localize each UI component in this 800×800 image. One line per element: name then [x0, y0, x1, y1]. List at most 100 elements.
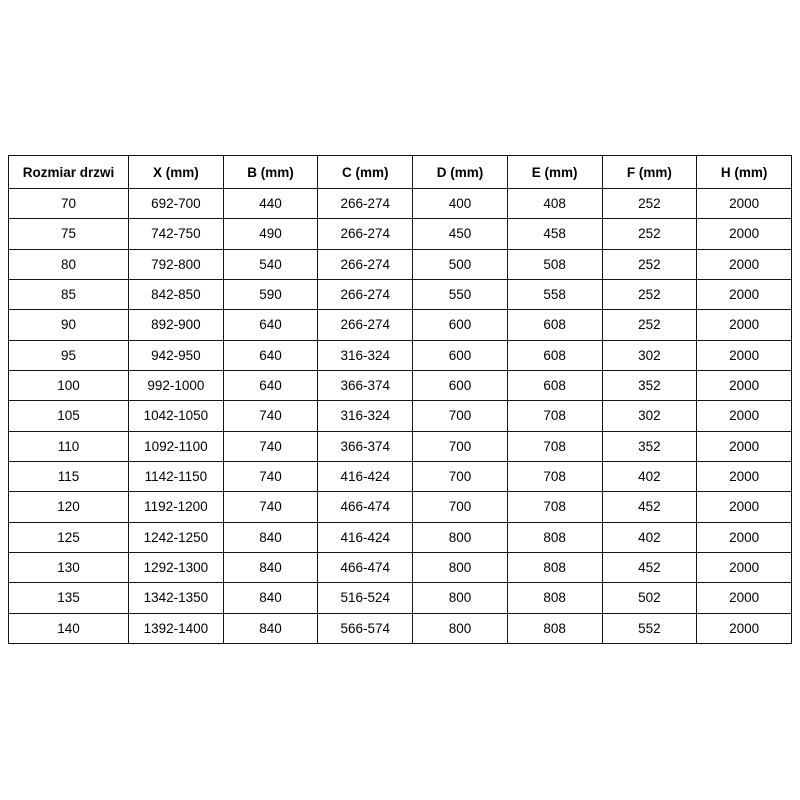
table-cell: 2000 [696, 612, 792, 644]
table-cell: 452 [601, 491, 698, 523]
table-body: 70 692-700 440 266-274 400 408 252 2000 75 742-75… [8, 187, 792, 644]
table-cell: 450 [412, 218, 508, 250]
table-cell: 508 [506, 248, 603, 280]
table-cell: 1192-1200 [128, 491, 224, 523]
table-cell: 892-900 [128, 309, 224, 341]
table-cell: 90 [8, 309, 129, 341]
table-cell: 105 [8, 400, 129, 432]
table-cell: 302 [601, 400, 698, 432]
table-cell: 942-950 [128, 339, 224, 371]
table-cell: 85 [8, 278, 129, 311]
table-cell: 2000 [696, 582, 792, 614]
table-cell: 516-524 [317, 582, 414, 614]
table-row: 110 1092-1100 740 366-374 700 708 352 2000 [8, 430, 792, 462]
table-cell: 2000 [696, 248, 792, 280]
table-cell: 2000 [696, 521, 792, 553]
table-cell: 540 [222, 248, 319, 280]
table-cell: 800 [412, 612, 508, 644]
header-row: Rozmiar drzwi X (mm) B (mm) C (mm) D (mm) E (… [8, 155, 792, 189]
column-header: C (mm) [317, 155, 414, 189]
table-cell: 440 [222, 187, 319, 220]
table-cell: 252 [601, 218, 698, 250]
table-cell: 708 [506, 430, 603, 462]
table-cell: 2000 [696, 491, 792, 523]
table-cell: 2000 [696, 460, 792, 493]
table-row: 85 842-850 590 266-274 550 558 252 2000 [8, 278, 792, 311]
table-cell: 1092-1100 [128, 430, 224, 462]
table-cell: 840 [222, 521, 319, 553]
table-cell: 700 [412, 491, 508, 523]
table-cell: 500 [412, 248, 508, 280]
table-cell: 466-474 [317, 551, 414, 584]
column-header: E (mm) [506, 155, 603, 189]
table-row: 130 1292-1300 840 466-474 800 808 452 2000 [8, 551, 792, 584]
table-row: 80 792-800 540 266-274 500 508 252 2000 [8, 248, 792, 280]
table-cell: 2000 [696, 551, 792, 584]
table-cell: 2000 [696, 400, 792, 432]
table-cell: 266-274 [317, 187, 414, 220]
table-cell: 416-424 [317, 460, 414, 493]
table-cell: 740 [222, 400, 319, 432]
table-cell: 80 [8, 248, 129, 280]
table-cell: 740 [222, 491, 319, 523]
table-cell: 1292-1300 [128, 551, 224, 584]
table-cell: 800 [412, 582, 508, 614]
table-cell: 402 [601, 460, 698, 493]
table-cell: 2000 [696, 278, 792, 311]
table-cell: 842-850 [128, 278, 224, 311]
table-cell: 402 [601, 521, 698, 553]
table-cell: 352 [601, 369, 698, 402]
table-cell: 742-750 [128, 218, 224, 250]
table-row: 100 992-1000 640 366-374 600 608 352 2000 [8, 369, 792, 402]
table-cell: 840 [222, 612, 319, 644]
table-row: 90 892-900 640 266-274 600 608 252 2000 [8, 309, 792, 341]
table-cell: 800 [412, 521, 508, 553]
table-cell: 110 [8, 430, 129, 462]
table-cell: 792-800 [128, 248, 224, 280]
table-cell: 600 [412, 309, 508, 341]
table-cell: 600 [412, 369, 508, 402]
table-cell: 416-424 [317, 521, 414, 553]
table-row: 95 942-950 640 316-324 600 608 302 2000 [8, 339, 792, 371]
table-cell: 266-274 [317, 309, 414, 341]
table-cell: 808 [506, 521, 603, 553]
table-cell: 458 [506, 218, 603, 250]
table-cell: 100 [8, 369, 129, 402]
table-cell: 490 [222, 218, 319, 250]
table-cell: 266-274 [317, 278, 414, 311]
table-cell: 2000 [696, 369, 792, 402]
table-row: 120 1192-1200 740 466-474 700 708 452 2000 [8, 491, 792, 523]
table-cell: 608 [506, 309, 603, 341]
table-cell: 700 [412, 400, 508, 432]
table-cell: 252 [601, 187, 698, 220]
table-cell: 135 [8, 582, 129, 614]
table-cell: 1242-1250 [128, 521, 224, 553]
table-cell: 808 [506, 551, 603, 584]
table-row: 125 1242-1250 840 416-424 800 808 402 2000 [8, 521, 792, 553]
table-row: 135 1342-1350 840 516-524 800 808 502 2000 [8, 582, 792, 614]
table-cell: 125 [8, 521, 129, 553]
table-cell: 2000 [696, 309, 792, 341]
table-cell: 120 [8, 491, 129, 523]
door-size-table: Rozmiar drzwi X (mm) B (mm) C (mm) D (mm) E (… [8, 155, 792, 644]
table-cell: 550 [412, 278, 508, 311]
table-cell: 452 [601, 551, 698, 584]
table-cell: 840 [222, 551, 319, 584]
table-cell: 2000 [696, 430, 792, 462]
table-row: 115 1142-1150 740 416-424 700 708 402 2000 [8, 460, 792, 493]
table-cell: 266-274 [317, 248, 414, 280]
table-row: 75 742-750 490 266-274 450 458 252 2000 [8, 218, 792, 250]
table-cell: 366-374 [317, 430, 414, 462]
table-cell: 95 [8, 339, 129, 371]
table-cell: 366-374 [317, 369, 414, 402]
table-cell: 408 [506, 187, 603, 220]
table-cell: 600 [412, 339, 508, 371]
table-cell: 2000 [696, 339, 792, 371]
table-cell: 740 [222, 460, 319, 493]
table-cell: 1392-1400 [128, 612, 224, 644]
table-row: 140 1392-1400 840 566-574 800 808 552 2000 [8, 612, 792, 644]
table-cell: 700 [412, 430, 508, 462]
table-cell: 700 [412, 460, 508, 493]
table-cell: 566-574 [317, 612, 414, 644]
